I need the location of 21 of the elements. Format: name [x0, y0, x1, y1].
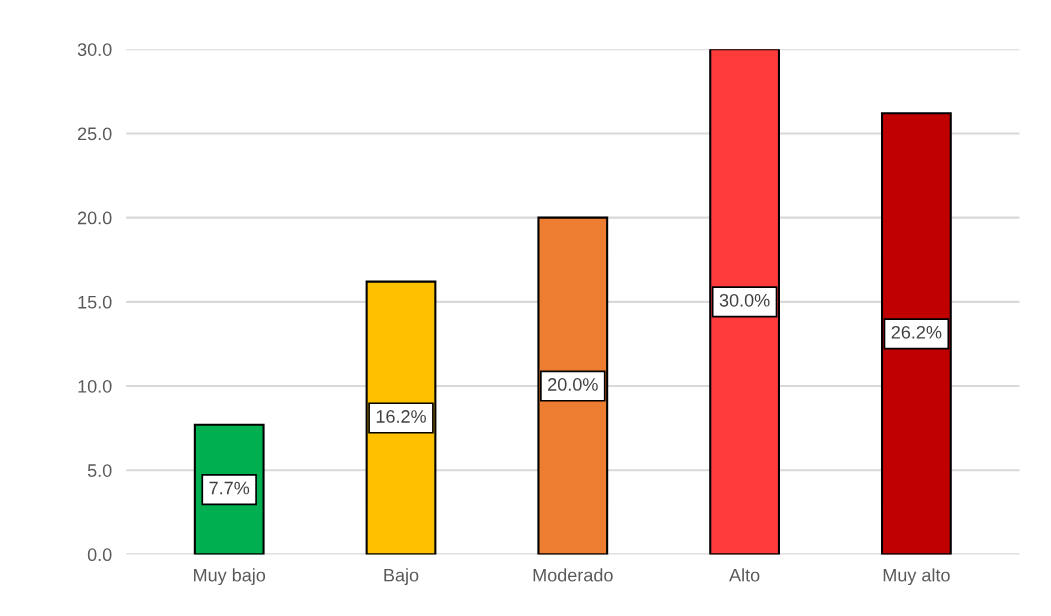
bar: [537, 216, 609, 555]
x-tick-label: Moderado: [533, 568, 613, 582]
x-tick-label: Alto: [729, 568, 760, 582]
x-tick-label: Muy bajo: [194, 568, 266, 586]
y-tick-label: 20.0: [78, 211, 112, 225]
x-tick-label: Bajo: [384, 568, 419, 586]
y-tick-label: 15.0: [78, 295, 112, 309]
y-tick-label: 30.0: [77, 43, 112, 56]
y-tick-label: 5.0: [87, 464, 112, 477]
y-tick-label: 0.0: [87, 548, 112, 562]
bar: [880, 112, 952, 555]
x-tick-label: Muy alto: [883, 568, 950, 586]
data-label: 16.2%: [376, 410, 426, 423]
y-tick-label: 10.0: [78, 379, 112, 393]
bar: [709, 49, 780, 555]
data-label: 26.2%: [891, 325, 942, 339]
bar: [365, 280, 437, 555]
data-label: 30.0%: [719, 293, 770, 307]
y-tick-label: 25.0: [78, 127, 112, 141]
data-label: 20.0%: [548, 378, 598, 391]
data-label: 7.7%: [209, 481, 250, 495]
